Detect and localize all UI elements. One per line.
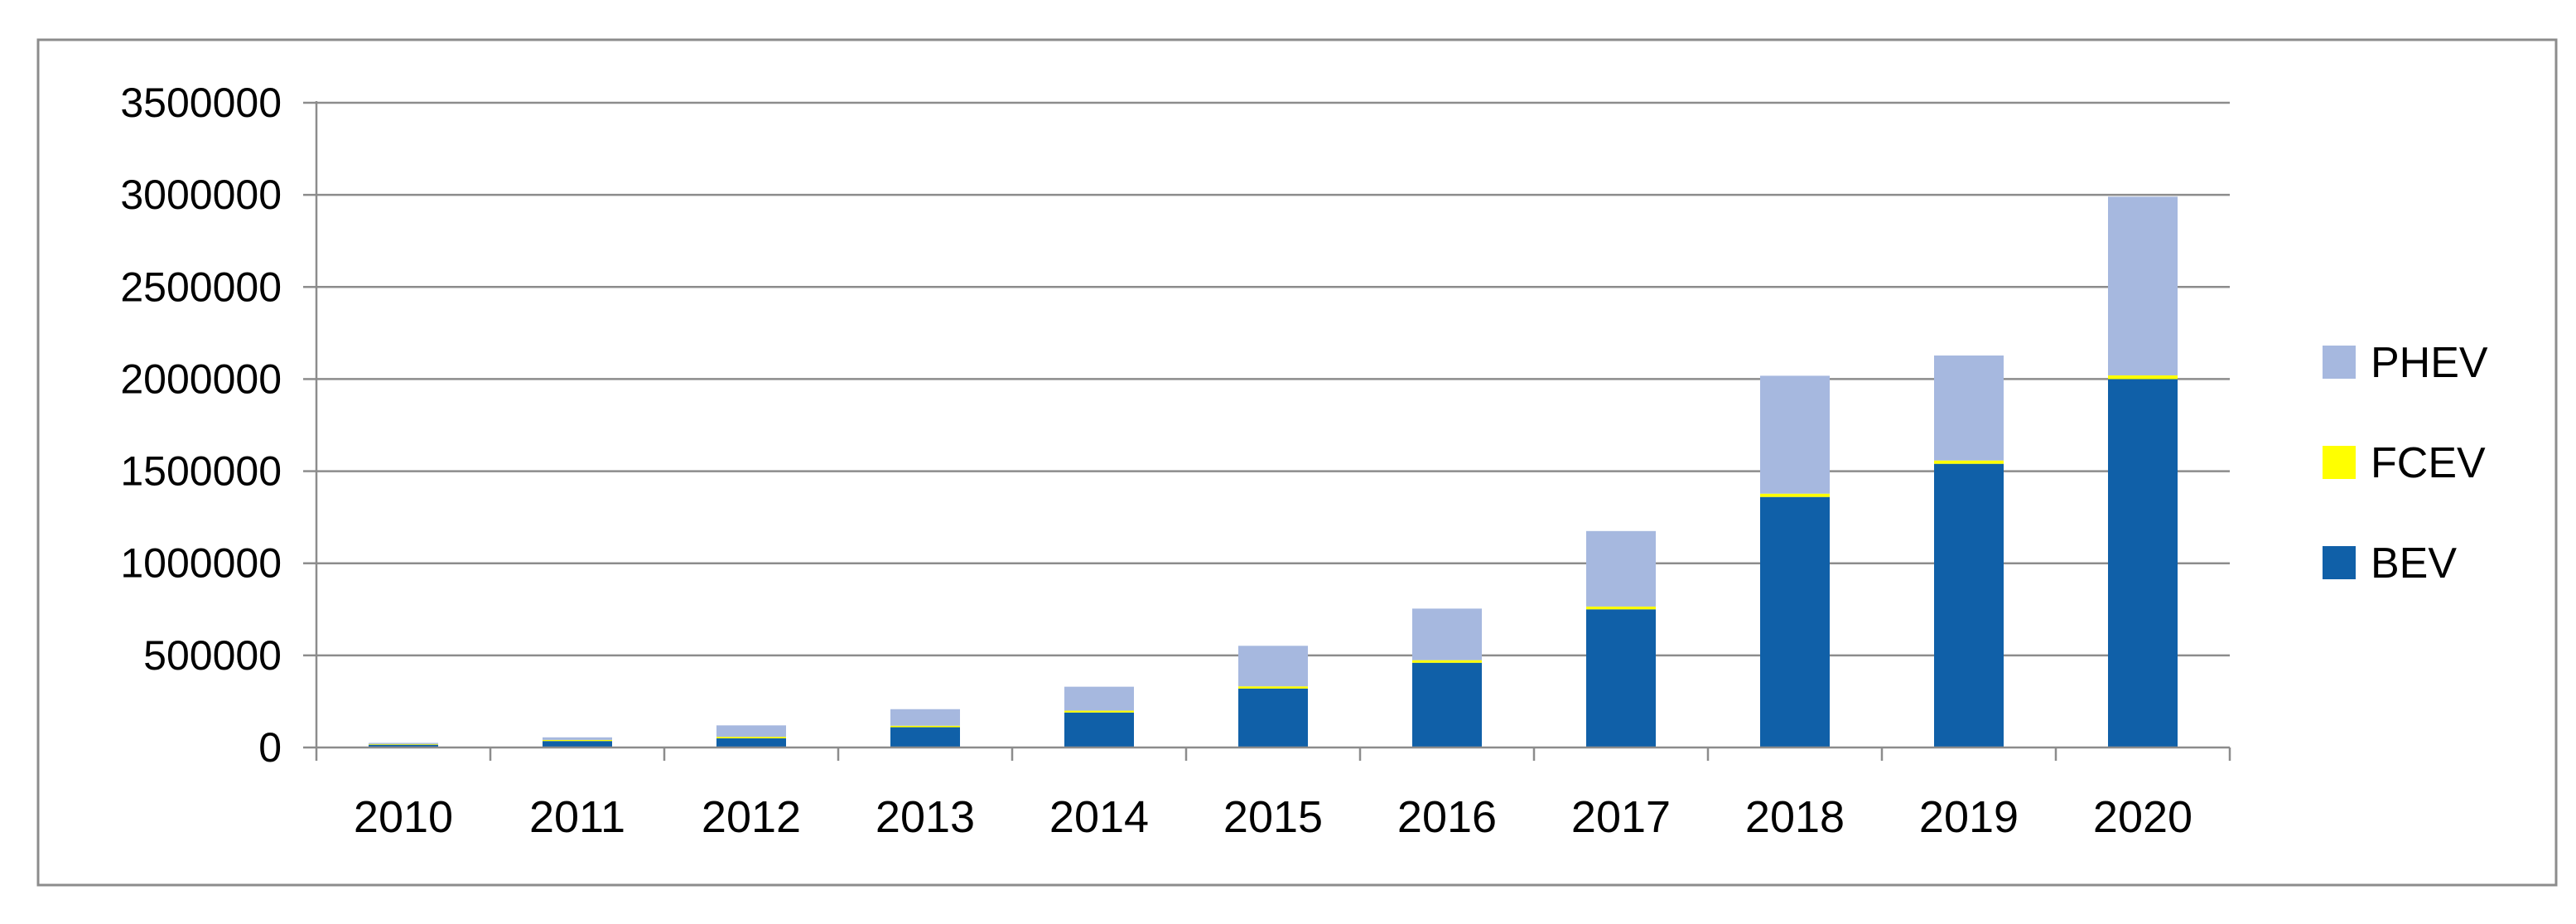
bar-fcev-2019 [1934, 460, 2004, 464]
bar-bev-2010 [369, 744, 438, 747]
bar-phev-2013 [890, 709, 960, 726]
chart-frame [36, 38, 2558, 887]
bar-fcev-2015 [1238, 686, 1308, 689]
bar-phev-2014 [1064, 686, 1134, 711]
bar-fcev-2012 [716, 737, 786, 738]
y-tick-label: 500000 [143, 632, 282, 679]
x-tick-label: 2013 [876, 792, 975, 842]
x-tick-label: 2014 [1049, 792, 1149, 842]
bar-fcev-2013 [890, 725, 960, 728]
y-tick-label: 3500000 [120, 80, 282, 126]
bar-fcev-2010 [369, 743, 438, 745]
y-tick-label: 3000000 [120, 172, 282, 218]
y-tick-label: 2500000 [120, 264, 282, 310]
legend-swatch-fcev [2323, 446, 2356, 479]
legend-label-phev: PHEV [2371, 339, 2488, 387]
y-tick-label: 1000000 [120, 540, 282, 587]
x-tick-label: 2019 [1919, 792, 2019, 842]
bar-bev-2014 [1064, 712, 1134, 747]
bar-phev-2018 [1760, 375, 1830, 494]
x-tick-labels: 2010 2011 2012 2013 2014 2015 2016 2017 2018 2019… [354, 792, 2192, 842]
bar-bev-2015 [1238, 688, 1308, 747]
x-tick-label: 2016 [1397, 792, 1497, 842]
bar-bev-2017 [1586, 609, 1656, 747]
bar-fcev-2014 [1064, 710, 1134, 713]
legend-label-bev: BEV [2371, 539, 2457, 588]
x-tick-label: 2015 [1223, 792, 1323, 842]
bar-phev-2019 [1934, 355, 2004, 461]
y-tick-label: 0 [258, 724, 282, 771]
bar-fcev-2020 [2108, 375, 2178, 380]
bar-fcev-2017 [1586, 606, 1656, 610]
bar-phev-2011 [543, 737, 612, 740]
bar-fcev-2016 [1412, 660, 1482, 663]
bars [369, 196, 2178, 747]
x-tick-label: 2011 [529, 792, 625, 842]
bar-fcev-2011 [543, 739, 612, 742]
x-tick-label: 2017 [1571, 792, 1671, 842]
y-tick-labels: 0 500000 1000000 1500000 2000000 2500000 30000… [120, 80, 282, 771]
bar-bev-2018 [1760, 496, 1830, 747]
bar-bev-2011 [543, 741, 612, 747]
legend-swatch-phev [2323, 346, 2356, 379]
legend-swatch-bev [2323, 546, 2356, 579]
legend-label-fcev: FCEV [2371, 439, 2486, 487]
x-tick-label: 2012 [702, 792, 801, 842]
bar-bev-2012 [716, 738, 786, 747]
axes [303, 101, 2231, 761]
bar-phev-2016 [1412, 608, 1482, 660]
bar-bev-2020 [2108, 379, 2178, 747]
bar-fcev-2018 [1760, 493, 1830, 497]
y-tick-label: 2000000 [120, 356, 282, 402]
legend: PHEV FCEV BEV [2323, 339, 2488, 588]
bar-bev-2016 [1412, 662, 1482, 747]
bar-bev-2013 [890, 727, 960, 747]
bar-phev-2012 [716, 725, 786, 738]
x-tick-label: 2020 [2093, 792, 2192, 842]
gridlines [316, 101, 2230, 657]
x-tick-label: 2018 [1745, 792, 1845, 842]
bar-phev-2020 [2108, 196, 2178, 375]
x-tick-label: 2010 [354, 792, 453, 842]
bar-bev-2019 [1934, 463, 2004, 747]
bar-phev-2015 [1238, 646, 1308, 687]
y-tick-label: 1500000 [120, 448, 282, 495]
bar-phev-2017 [1586, 530, 1656, 607]
